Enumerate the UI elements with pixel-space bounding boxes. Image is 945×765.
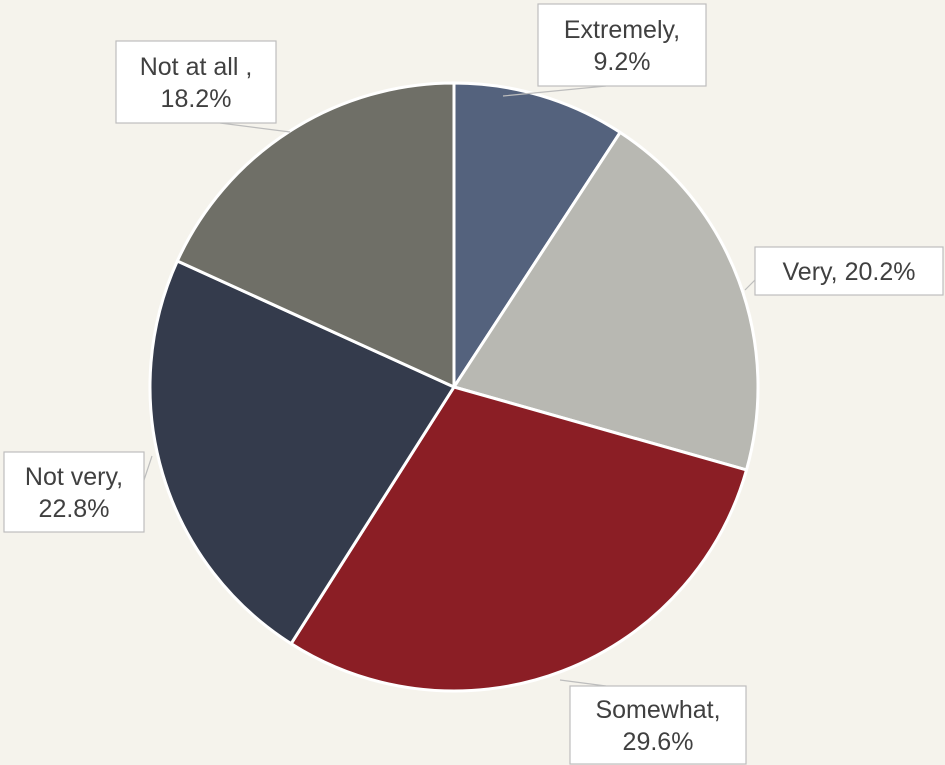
leader-line bbox=[502, 85, 607, 97]
label-box bbox=[3, 451, 145, 533]
data-label-text: 18.2% bbox=[161, 85, 232, 113]
leader-line bbox=[219, 122, 291, 133]
label-box bbox=[115, 40, 277, 124]
data-label-text: 29.6% bbox=[623, 728, 694, 756]
data-label-text: Very, 20.2% bbox=[783, 258, 916, 286]
callouts-layer: Extremely, 9.2% Very, 20.2% Somewhat, 29.6% N… bbox=[3, 3, 944, 765]
data-label-text: Not at all , bbox=[140, 53, 253, 81]
label-box bbox=[537, 3, 707, 87]
leader-line bbox=[559, 679, 607, 687]
data-label-text: Extremely, bbox=[564, 16, 680, 44]
data-label-text: Not very, bbox=[25, 463, 123, 491]
data-label-text: 9.2% bbox=[594, 48, 651, 76]
leader-line bbox=[143, 455, 153, 481]
leader-line bbox=[744, 279, 756, 291]
slices-layer bbox=[148, 81, 760, 693]
data-label-text: Somewhat, bbox=[595, 696, 720, 724]
pie-slice-somewhat bbox=[289, 385, 748, 693]
pie-slice-very bbox=[452, 130, 760, 472]
data-label-very: Very, 20.2% bbox=[744, 246, 944, 296]
data-label-not-very: Not very, 22.8% bbox=[3, 451, 153, 533]
data-label-somewhat: Somewhat, 29.6% bbox=[559, 679, 747, 765]
pie-slice-not-very bbox=[148, 259, 456, 646]
data-label-text: 22.8% bbox=[39, 495, 110, 523]
data-label-extremely: Extremely, 9.2% bbox=[502, 3, 707, 97]
label-box bbox=[754, 246, 944, 296]
data-label-not-at-all: Not at all , 18.2% bbox=[115, 40, 291, 133]
pie-slice-extremely bbox=[452, 81, 622, 389]
label-box bbox=[569, 685, 747, 765]
